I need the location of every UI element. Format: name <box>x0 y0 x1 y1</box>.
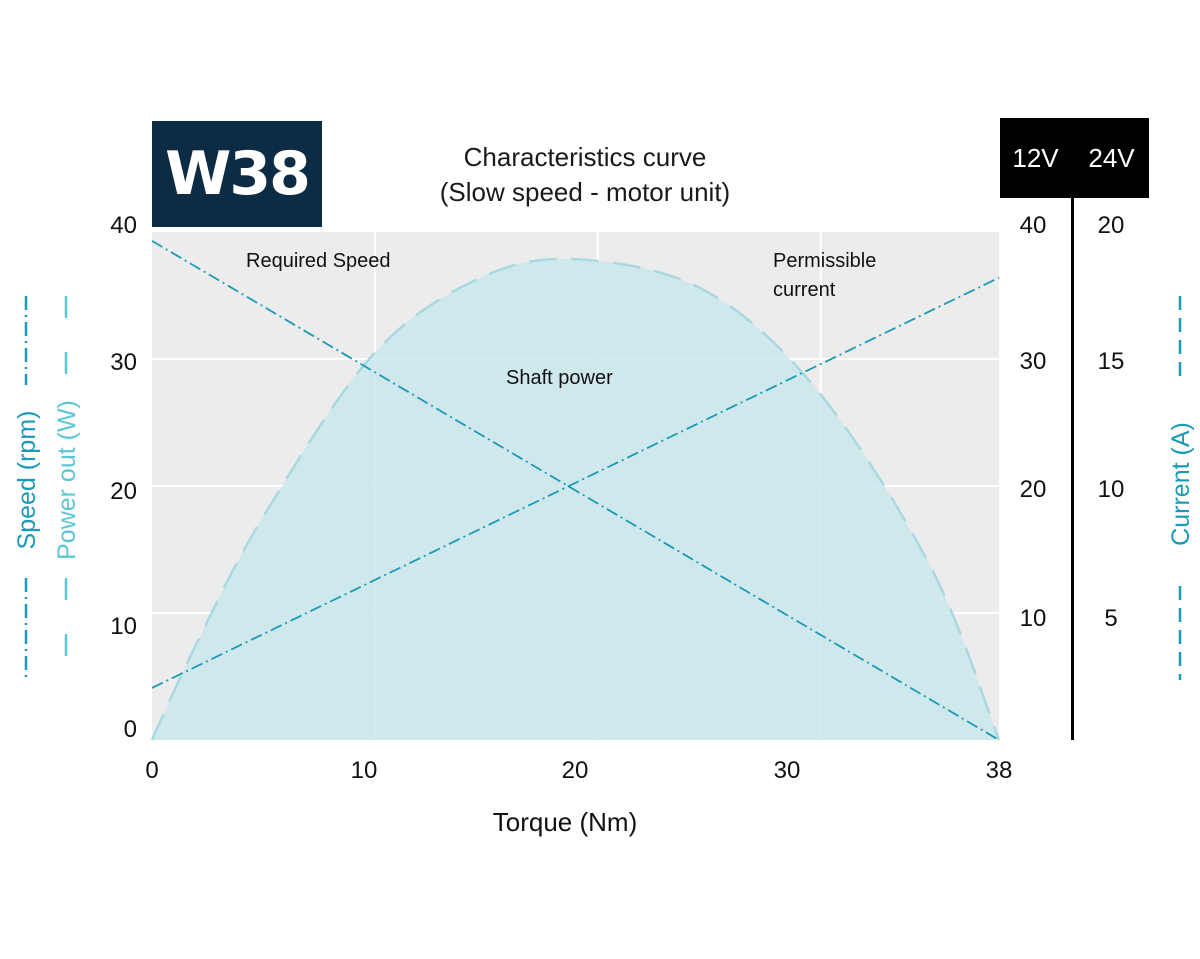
y-right-12v-tick-label: 30 <box>1020 348 1047 375</box>
chart-title: Characteristics curve (Slow speed - moto… <box>385 140 785 210</box>
y-right-current-label: Current (A) <box>1167 422 1195 546</box>
annotations: Required Speed Permissible current Shaft… <box>246 250 876 389</box>
voltage-divider-line <box>1071 118 1074 740</box>
x-tick-label: 10 <box>351 757 378 784</box>
x-tick-label: 38 <box>986 757 1013 784</box>
y-left-speed-label: Speed (rpm) <box>13 411 41 550</box>
chart-title-line1: Characteristics curve <box>463 142 707 172</box>
shaft-power-curve <box>150 257 1001 741</box>
annotation-current: current <box>773 279 836 301</box>
y-right-24v-tick-label: 20 <box>1098 212 1125 239</box>
y-left-tick-label: 40 <box>110 212 137 239</box>
x-tick-label: 20 <box>562 757 589 784</box>
annotation-shaft-power: Shaft power <box>506 367 613 389</box>
y-right-24v-tick-label: 5 <box>1104 605 1117 632</box>
x-tick-label: 0 <box>145 757 158 784</box>
y-right-12v-tick-labels: 10 20 30 40 <box>1020 212 1047 632</box>
series-layer <box>150 240 1001 741</box>
y-left-power-label: Power out (W) <box>53 400 81 560</box>
annotation-permissible: Permissible <box>773 250 876 272</box>
y-right-12v-tick-label: 10 <box>1020 605 1047 632</box>
y-left-tick-label: 20 <box>110 478 137 505</box>
y-left-tick-label: 30 <box>110 349 137 376</box>
shaft-power-area <box>152 258 999 740</box>
x-tick-label: 30 <box>774 757 801 784</box>
y-right-24v-tick-label: 10 <box>1098 476 1125 503</box>
y-right-24v-tick-labels: 5 10 15 20 <box>1098 212 1125 632</box>
y-right-24v-tick-label: 15 <box>1098 348 1125 375</box>
y-right-12v-tick-label: 40 <box>1020 212 1047 239</box>
x-axis-label: Torque (Nm) <box>493 807 637 837</box>
chart-title-line2: (Slow speed - motor unit) <box>439 177 731 207</box>
permissible-current-line <box>151 276 1000 689</box>
y-left-tick-labels: 0 10 20 30 40 <box>110 212 137 743</box>
x-tick-labels: 0 10 20 30 38 <box>145 757 1012 784</box>
required-speed-line <box>151 240 1000 741</box>
y-left-tick-label: 10 <box>110 613 137 640</box>
model-badge: W38 <box>152 121 322 227</box>
voltage-24v-header: 24V <box>1074 118 1149 198</box>
annotation-required-speed: Required Speed <box>246 250 391 272</box>
voltage-12v-header: 12V <box>1000 118 1071 198</box>
y-right-12v-tick-label: 20 <box>1020 476 1047 503</box>
y-left-tick-label: 0 <box>124 716 137 743</box>
